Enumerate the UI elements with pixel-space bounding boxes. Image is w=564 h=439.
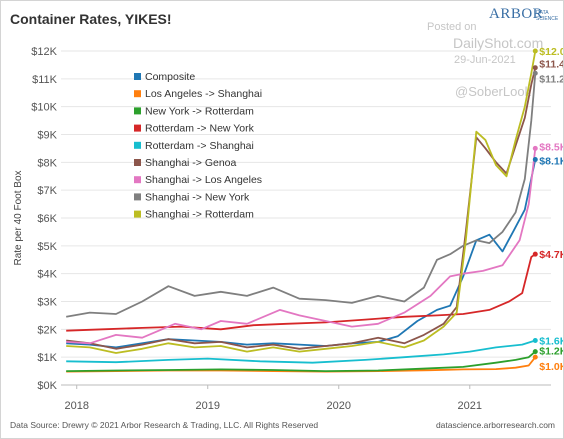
- series-end-label-9: $12.0K: [539, 46, 563, 58]
- y-tick-label: $3K: [37, 297, 57, 309]
- legend-swatch-3: [134, 107, 141, 115]
- legend-entry-7: Shanghai -> Los Angeles: [145, 174, 262, 186]
- data-source-note: Data Source: Drewry © 2021 Arbor Researc…: [10, 420, 319, 430]
- series-end-label-4: $4.7K: [539, 249, 563, 261]
- series-end-label-7: $8.5K: [539, 141, 563, 153]
- legend-entry-1: Composite: [145, 71, 195, 83]
- x-tick-label: 2021: [458, 400, 482, 412]
- y-tick-label: $11K: [32, 74, 58, 86]
- legend-swatch-6: [134, 159, 141, 166]
- legend-swatch-1: [134, 73, 141, 80]
- series-end-label-2: $1.0K: [539, 361, 563, 373]
- legend-entry-6: Shanghai -> Genoa: [145, 157, 237, 169]
- y-tick-label: $6K: [37, 213, 57, 225]
- x-tick-label: 2018: [64, 400, 88, 412]
- y-tick-label: $12K: [31, 46, 57, 58]
- x-tick-label: 2020: [327, 400, 351, 412]
- brand-logo: ARBOR: [489, 6, 544, 22]
- y-tick-label: $0K: [37, 380, 57, 392]
- legend-entry-4: Rotterdam -> New York: [145, 123, 255, 135]
- legend-swatch-8: [134, 193, 141, 201]
- y-tick-label: $5K: [37, 241, 57, 253]
- y-tick-label: $2K: [37, 324, 57, 336]
- y-tick-label: $1K: [37, 352, 57, 364]
- series-end-point-3: [532, 349, 538, 355]
- series-end-point-5: [532, 337, 538, 343]
- watermark-handle: @SoberLook: [455, 84, 532, 99]
- legend-entry-3: New York -> Rotterdam: [145, 105, 254, 117]
- series-end-label-5: $1.6K: [539, 335, 563, 347]
- y-tick-label: $4K: [37, 269, 57, 281]
- series-line-5: [66, 339, 536, 364]
- series-end-point-1: [532, 157, 538, 163]
- series-end-point-7: [532, 145, 538, 151]
- brand-logo-sub: DATA SCIENCE: [536, 10, 559, 22]
- series-line-8: [66, 73, 537, 318]
- watermark-date: 29-Jun-2021: [454, 54, 516, 66]
- y-tick-label: $7K: [37, 185, 57, 197]
- y-tick-label: $8K: [37, 157, 57, 169]
- legend-entry-5: Rotterdam -> Shanghai: [145, 140, 254, 152]
- series-end-point-6: [532, 65, 538, 71]
- legend-swatch-9: [134, 210, 141, 218]
- series-line-6: [66, 67, 537, 350]
- footer-site: datascience.arborresearch.com: [435, 420, 555, 430]
- series-end-point-8: [532, 70, 538, 76]
- watermark-site: DailyShot.com: [453, 35, 544, 51]
- series-line-4: [66, 253, 536, 332]
- legend-entry-8: Shanghai -> New York: [145, 191, 250, 203]
- series-end-label-3: $1.2K: [539, 346, 563, 358]
- legend-entry-2: Los Angeles -> Shanghai: [145, 88, 262, 100]
- series-end-label-1: $8.1K: [539, 156, 563, 168]
- series-line-7: [66, 148, 537, 345]
- legend-swatch-7: [134, 176, 141, 184]
- legend-swatch-2: [134, 90, 141, 98]
- series-end-point-2: [532, 354, 538, 360]
- x-tick-label: 2019: [195, 400, 219, 412]
- legend-swatch-5: [134, 141, 141, 149]
- legend-entry-9: Shanghai -> Rotterdam: [145, 209, 254, 221]
- y-tick-label: $10K: [31, 102, 57, 114]
- series-end-point-9: [532, 48, 538, 54]
- series-line-3: [66, 350, 536, 372]
- series-end-label-6: $11.4K: [539, 59, 563, 71]
- series-end-label-8: $11.2K: [539, 73, 563, 85]
- watermark-posted: Posted on: [427, 21, 477, 33]
- series-line-9: [66, 50, 537, 354]
- series-end-point-4: [532, 251, 538, 257]
- legend-swatch-4: [134, 124, 141, 132]
- chart-title: Container Rates, YIKES!: [10, 11, 172, 27]
- y-axis-label: Rate per 40 Foot Box: [13, 170, 24, 265]
- y-tick-label: $9K: [37, 130, 57, 142]
